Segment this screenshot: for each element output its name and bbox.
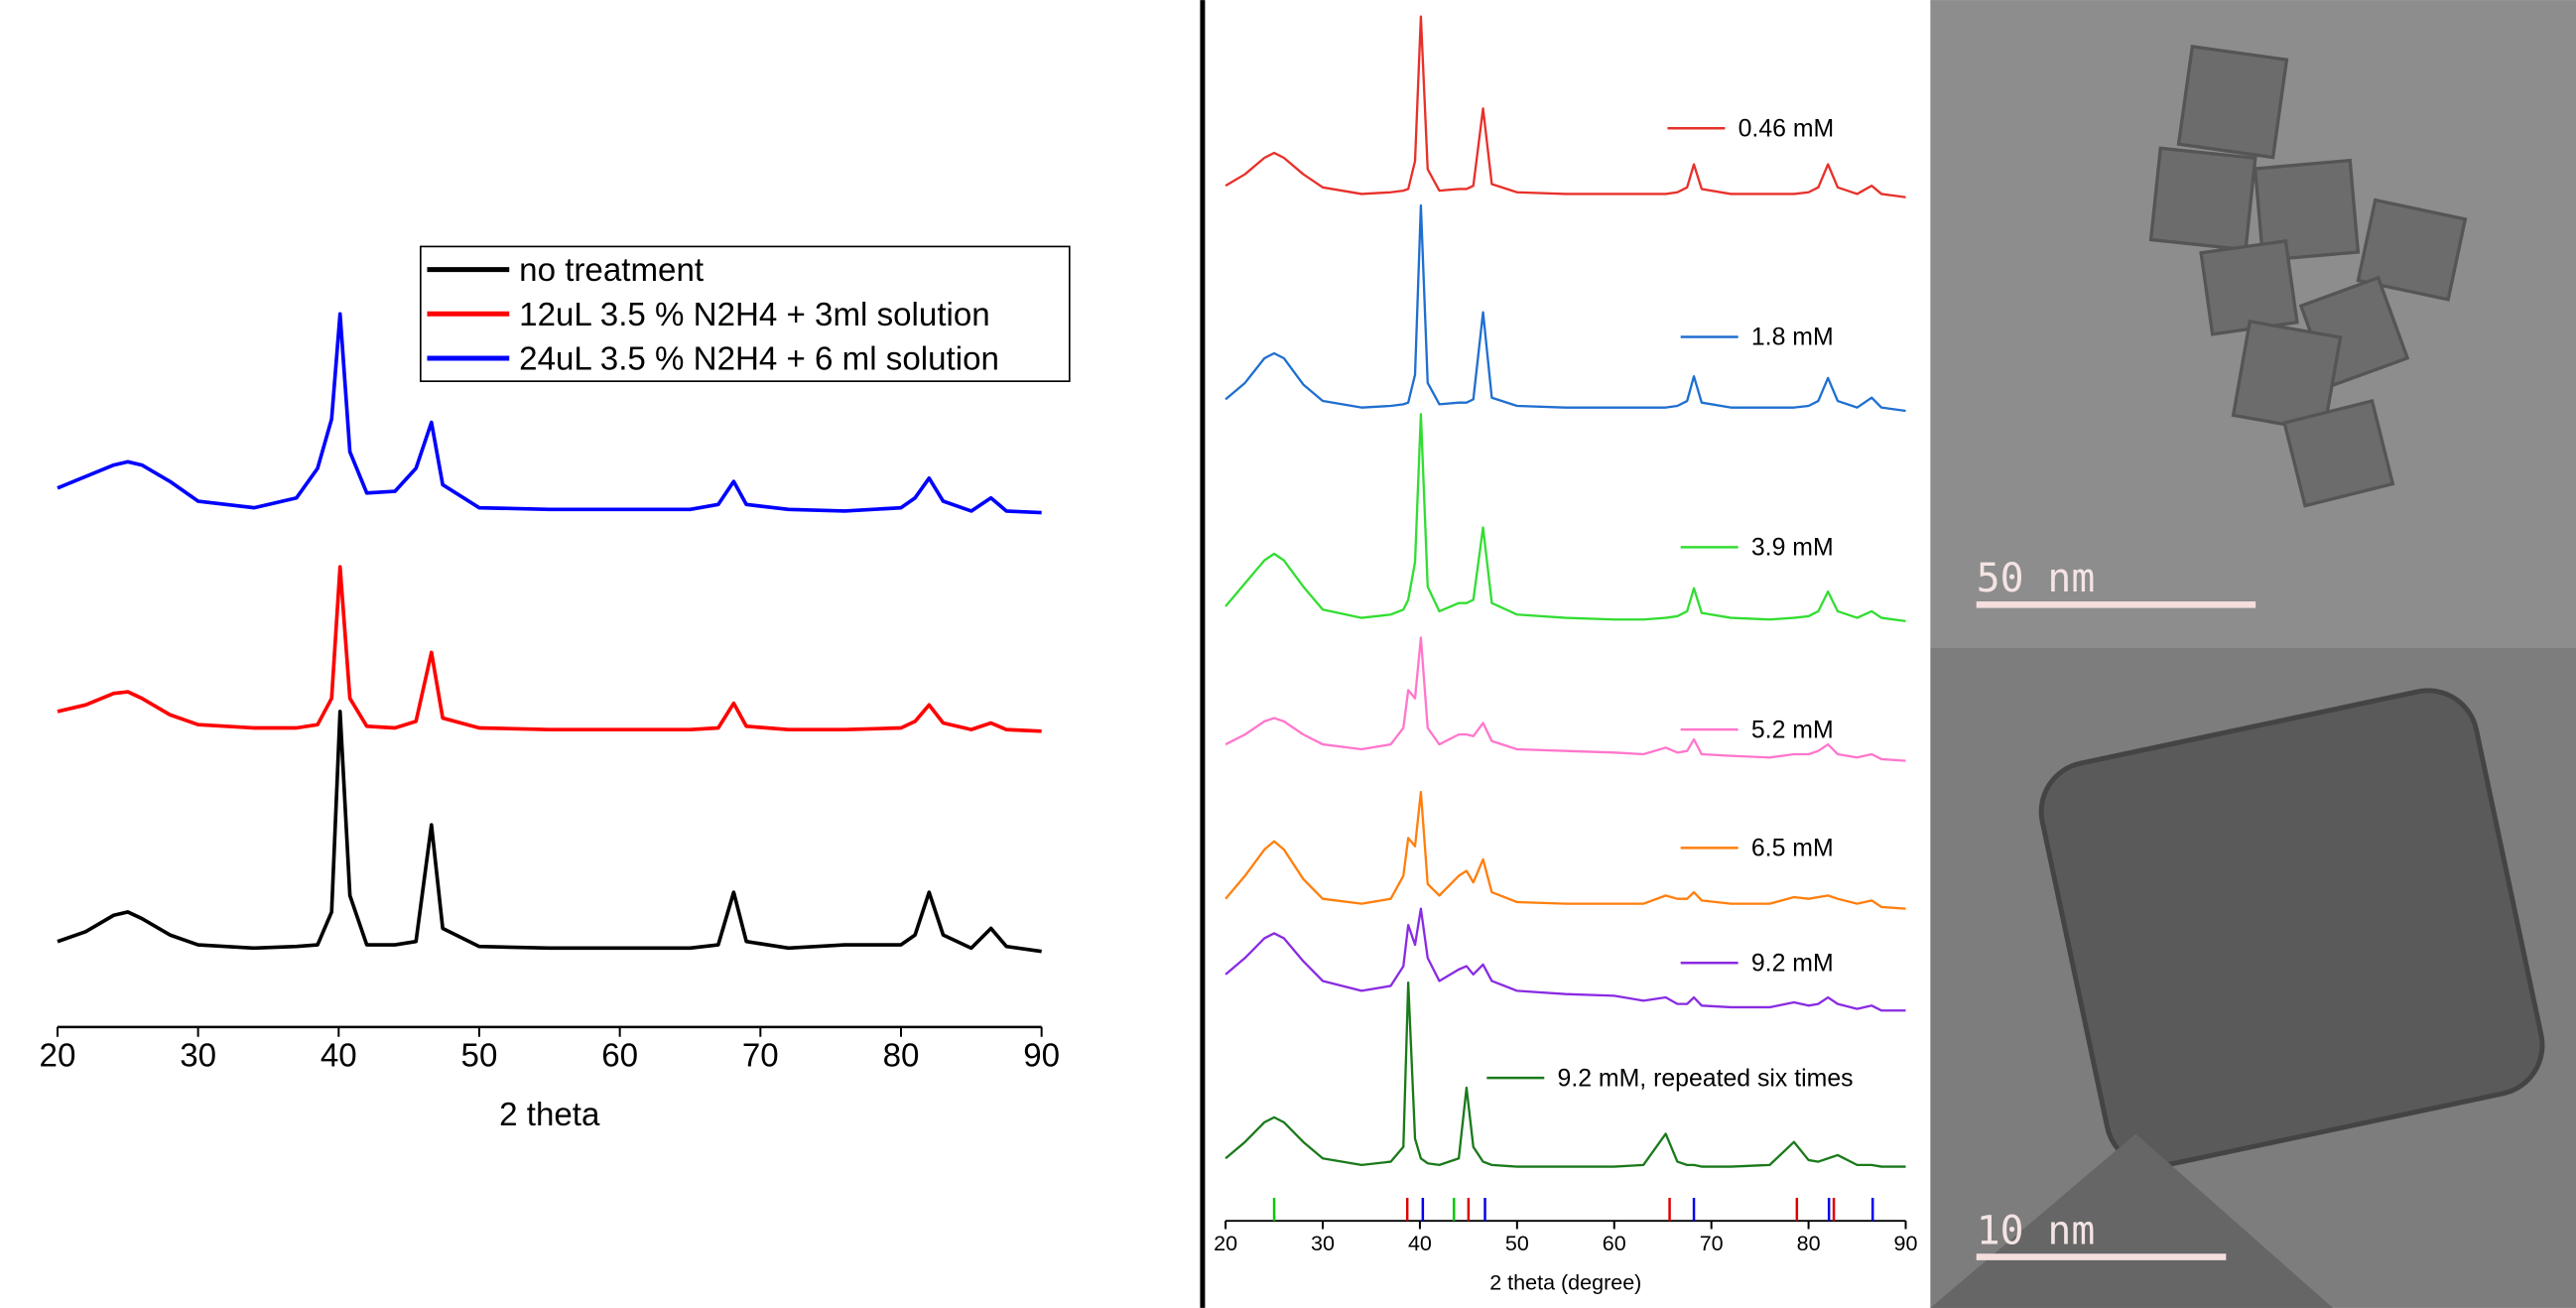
x-axis-label: 2 theta xyxy=(499,1097,600,1133)
scale-bar-label: 10 nm xyxy=(1977,1208,2096,1253)
series-line xyxy=(1224,636,1906,762)
legend-label: 5.2 mM xyxy=(1751,717,1834,743)
x-tick-label: 80 xyxy=(1797,1232,1821,1255)
series-line xyxy=(1224,907,1906,1012)
legend-label: 1.8 mM xyxy=(1751,325,1834,351)
legend-label: 6.5 mM xyxy=(1751,836,1834,862)
scale-bar-label: 50 nm xyxy=(1977,556,2096,601)
series-line xyxy=(57,565,1042,733)
x-tick-label: 90 xyxy=(1023,1038,1060,1075)
legend-label: 12uL 3.5 % N2H4 + 3ml solution xyxy=(519,297,990,333)
x-tick-label: 70 xyxy=(742,1038,779,1075)
x-tick-label: 60 xyxy=(1603,1232,1626,1255)
legend-label: 0.46 mM xyxy=(1739,115,1835,142)
x-tick-label: 50 xyxy=(461,1038,498,1075)
series-line xyxy=(1224,15,1906,198)
series-line xyxy=(1224,981,1906,1168)
x-tick-label: 80 xyxy=(883,1038,920,1075)
legend-label: 9.2 mM xyxy=(1751,951,1834,978)
x-tick-label: 30 xyxy=(1311,1232,1335,1255)
series-line xyxy=(57,710,1042,954)
x-tick-label: 20 xyxy=(40,1038,76,1075)
x-tick-label: 70 xyxy=(1700,1232,1724,1255)
legend-label: 9.2 mM, repeated six times xyxy=(1558,1065,1854,1092)
legend-box xyxy=(420,245,1071,382)
tem-image-top: 50 nm xyxy=(1930,0,2576,648)
legend-label: 3.9 mM xyxy=(1751,535,1834,562)
series-line xyxy=(57,312,1042,515)
tem-image-bottom: 10 nm xyxy=(1930,647,2576,1308)
x-tick-label: 30 xyxy=(180,1038,216,1075)
x-axis-label: 2 theta (degree) xyxy=(1489,1271,1641,1295)
series-line xyxy=(1224,203,1906,413)
particle xyxy=(1930,1133,2333,1308)
particles xyxy=(2148,44,2468,508)
legend: no treatment 12uL 3.5 % N2H4 + 3ml soluti… xyxy=(420,245,1071,382)
legend-label: 24uL 3.5 % N2H4 + 6 ml solution xyxy=(519,341,999,378)
x-tick-label: 40 xyxy=(321,1038,357,1075)
x-tick-label: 60 xyxy=(601,1038,638,1075)
legend-label: no treatment xyxy=(519,252,704,289)
x-tick-label: 40 xyxy=(1408,1232,1432,1255)
particle xyxy=(2038,688,2545,1169)
series-line xyxy=(1224,413,1906,623)
x-tick-label: 90 xyxy=(1894,1232,1918,1255)
x-tick-label: 20 xyxy=(1214,1232,1237,1255)
x-tick-label: 50 xyxy=(1505,1232,1529,1255)
series-line xyxy=(1224,790,1906,910)
